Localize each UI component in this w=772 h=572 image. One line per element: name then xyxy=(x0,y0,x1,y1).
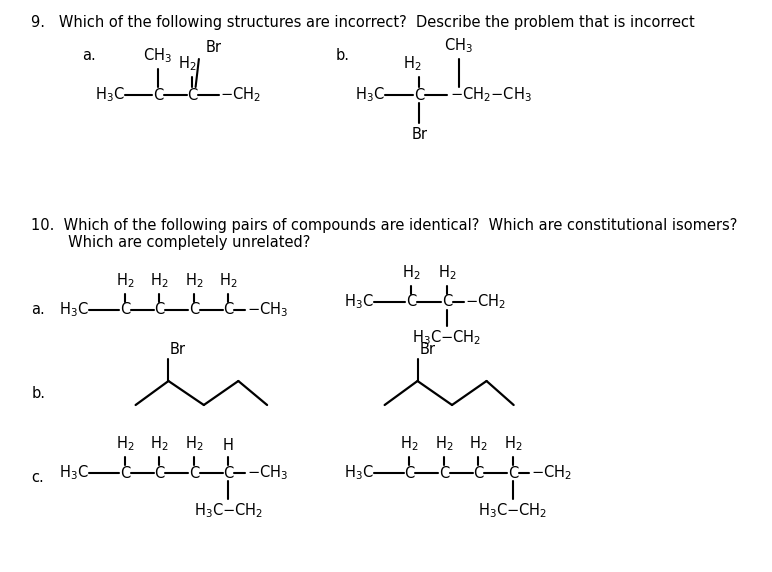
Text: Br: Br xyxy=(419,342,435,357)
Text: c.: c. xyxy=(31,471,44,486)
Text: C: C xyxy=(120,303,130,317)
Text: H: H xyxy=(223,438,234,453)
Text: CH$_3$: CH$_3$ xyxy=(444,36,473,55)
Text: C: C xyxy=(414,88,425,102)
Text: H$_3$C: H$_3$C xyxy=(59,301,89,319)
Text: C: C xyxy=(508,466,518,480)
Text: H$_2$: H$_2$ xyxy=(219,271,238,290)
Text: H$_2$: H$_2$ xyxy=(151,271,169,290)
Text: C: C xyxy=(120,466,130,480)
Text: 9.   Which of the following structures are incorrect?  Describe the problem that: 9. Which of the following structures are… xyxy=(31,15,695,30)
Text: CH$_3$: CH$_3$ xyxy=(144,46,172,65)
Text: H$_2$: H$_2$ xyxy=(403,54,422,73)
Text: C: C xyxy=(154,466,164,480)
Text: H$_3$C$-$CH$_2$: H$_3$C$-$CH$_2$ xyxy=(194,501,263,520)
Text: C: C xyxy=(154,303,164,317)
Text: C: C xyxy=(189,466,199,480)
Text: C: C xyxy=(223,466,234,480)
Text: C: C xyxy=(187,88,198,102)
Text: H$_2$: H$_2$ xyxy=(438,263,456,282)
Text: 10.  Which of the following pairs of compounds are identical?  Which are constit: 10. Which of the following pairs of comp… xyxy=(31,218,737,233)
Text: H$_3$C: H$_3$C xyxy=(344,464,374,482)
Text: H$_2$: H$_2$ xyxy=(116,434,134,453)
Text: C: C xyxy=(473,466,483,480)
Text: $-$CH$_2$: $-$CH$_2$ xyxy=(531,464,572,482)
Text: $-$CH$_3$: $-$CH$_3$ xyxy=(246,464,288,482)
Text: H$_2$: H$_2$ xyxy=(116,271,134,290)
Text: C: C xyxy=(442,295,452,309)
Text: $-$CH$_3$: $-$CH$_3$ xyxy=(246,301,288,319)
Text: $-$CH$_2$: $-$CH$_2$ xyxy=(466,293,506,311)
Text: H$_2$: H$_2$ xyxy=(151,434,169,453)
Text: b.: b. xyxy=(31,386,46,400)
Text: Br: Br xyxy=(205,40,222,55)
Text: H$_3$C: H$_3$C xyxy=(344,293,374,311)
Text: H$_2$: H$_2$ xyxy=(185,434,203,453)
Text: C: C xyxy=(223,303,234,317)
Text: C: C xyxy=(438,466,449,480)
Text: C: C xyxy=(405,466,415,480)
Text: a.: a. xyxy=(82,48,96,63)
Text: Br: Br xyxy=(411,127,427,142)
Text: C: C xyxy=(189,303,199,317)
Text: H$_2$: H$_2$ xyxy=(503,434,522,453)
Text: H$_2$: H$_2$ xyxy=(185,271,203,290)
Text: C: C xyxy=(406,295,416,309)
Text: H$_2$: H$_2$ xyxy=(400,434,418,453)
Text: $-$CH$_2$$-$CH$_3$: $-$CH$_2$$-$CH$_3$ xyxy=(450,86,532,104)
Text: a.: a. xyxy=(31,303,45,317)
Text: H$_2$: H$_2$ xyxy=(435,434,453,453)
Text: H$_3$C: H$_3$C xyxy=(95,86,125,104)
Text: H$_3$C$-$CH$_2$: H$_3$C$-$CH$_2$ xyxy=(478,501,547,520)
Text: H$_3$C$-$CH$_2$: H$_3$C$-$CH$_2$ xyxy=(412,328,482,347)
Text: H$_2$: H$_2$ xyxy=(401,263,420,282)
Text: H$_2$: H$_2$ xyxy=(469,434,488,453)
Text: H$_3$C: H$_3$C xyxy=(59,464,89,482)
Text: Br: Br xyxy=(170,342,186,357)
Text: b.: b. xyxy=(335,48,349,63)
Text: $-$CH$_2$: $-$CH$_2$ xyxy=(220,86,261,104)
Text: H$_3$C: H$_3$C xyxy=(355,86,384,104)
Text: H$_2$: H$_2$ xyxy=(178,54,197,73)
Text: C: C xyxy=(153,88,163,102)
Text: Which are completely unrelated?: Which are completely unrelated? xyxy=(46,235,310,250)
